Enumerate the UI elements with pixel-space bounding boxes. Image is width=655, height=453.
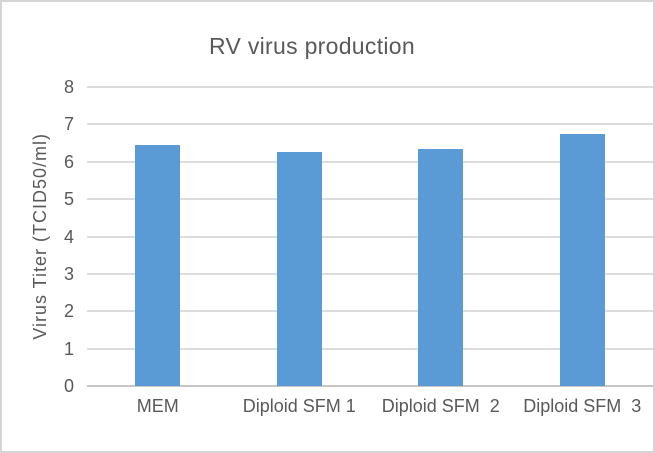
- x-tick-label-4: Diploid SFM 3: [523, 396, 642, 416]
- gridline-3: [87, 272, 653, 275]
- y-tick-label-4: 4: [63, 226, 74, 247]
- gridline-8: [87, 86, 653, 88]
- y-tick-label-0: 0: [63, 376, 74, 396]
- gridline-4: [87, 235, 653, 238]
- gridline-2: [87, 310, 653, 313]
- gridline-7: [87, 123, 653, 126]
- y-tick-label-2: 2: [63, 301, 74, 322]
- bar-2: [276, 152, 322, 386]
- x-axis-line: [87, 385, 653, 387]
- gridline-1: [87, 347, 653, 350]
- bar-1: [135, 144, 181, 386]
- y-tick-label-3: 3: [63, 263, 74, 284]
- y-tick-label-1: 1: [63, 338, 74, 359]
- chart-title: RV virus production: [209, 33, 415, 59]
- y-tick-label-5: 5: [63, 189, 74, 210]
- y-tick-label-7: 7: [63, 114, 74, 135]
- x-tick-label-1: MEM: [136, 396, 179, 416]
- gridline-5: [87, 198, 653, 201]
- x-tick-label-3: Diploid SFM 2: [381, 396, 500, 416]
- x-tick-label-2: Diploid SFM 1: [242, 396, 356, 416]
- y-tick-label-6: 6: [63, 151, 74, 172]
- gridline-6: [87, 160, 653, 163]
- bar-3: [418, 148, 464, 386]
- y-tick-label-8: 8: [63, 77, 74, 97]
- bar-4: [559, 133, 605, 386]
